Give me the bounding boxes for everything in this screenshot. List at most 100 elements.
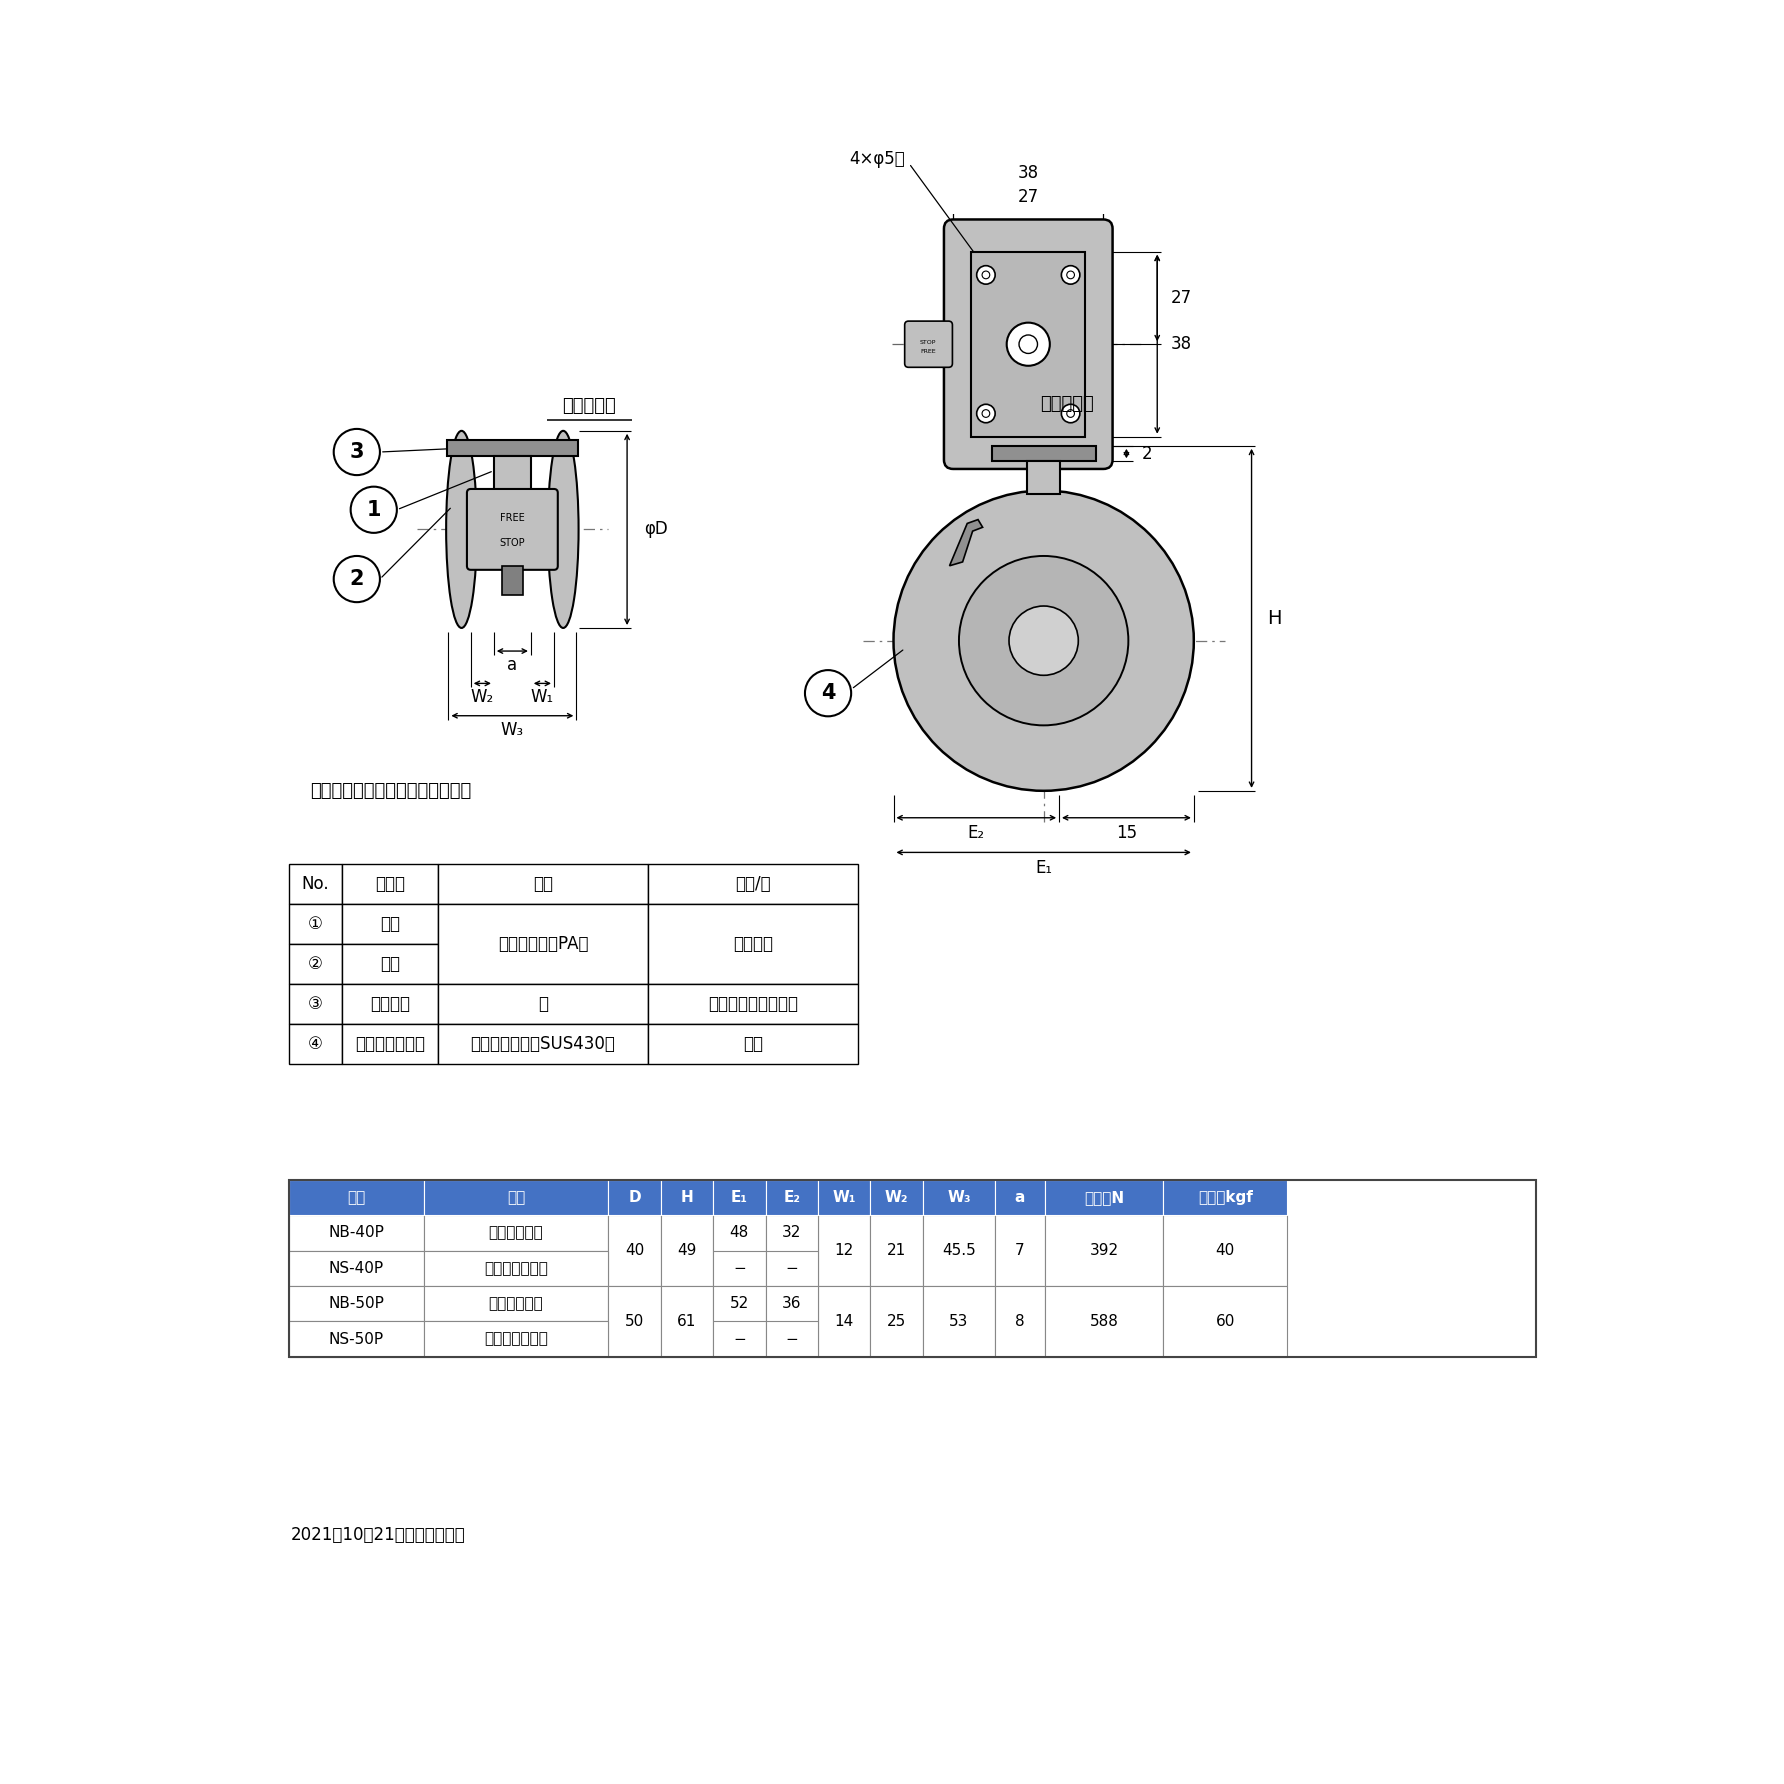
Bar: [648, 1024, 858, 1065]
Text: ③: ③: [309, 995, 323, 1013]
Text: E₂: E₂: [783, 1190, 801, 1204]
Text: 27: 27: [1017, 187, 1038, 207]
Bar: [995, 1179, 1045, 1215]
Text: 40: 40: [1215, 1243, 1235, 1258]
Text: E₁: E₁: [1035, 858, 1053, 876]
Text: 38: 38: [1170, 335, 1192, 353]
Bar: [448, 441, 578, 457]
Bar: [289, 1251, 425, 1286]
Bar: [343, 1024, 437, 1065]
Text: NS-40P: NS-40P: [328, 1261, 384, 1276]
Text: −: −: [785, 1261, 797, 1276]
Bar: [289, 1322, 425, 1358]
Text: 素地: 素地: [744, 1035, 764, 1053]
Text: 32: 32: [781, 1226, 801, 1240]
Text: ①: ①: [309, 915, 323, 933]
Text: 8: 8: [1015, 1313, 1024, 1329]
Bar: [871, 1286, 922, 1358]
Text: 38: 38: [1017, 164, 1038, 182]
Circle shape: [1067, 410, 1074, 417]
Bar: [648, 904, 858, 985]
Text: 仕上/色: 仕上/色: [735, 874, 771, 894]
Bar: [289, 904, 343, 944]
Bar: [992, 446, 1095, 462]
Bar: [437, 863, 648, 904]
Circle shape: [976, 266, 995, 284]
Circle shape: [351, 487, 396, 533]
Ellipse shape: [446, 430, 476, 628]
Bar: [995, 1215, 1045, 1286]
Text: 2: 2: [350, 569, 364, 589]
Text: a: a: [1015, 1190, 1026, 1204]
Bar: [817, 1286, 871, 1358]
Bar: [765, 1215, 817, 1286]
Bar: [1045, 1215, 1163, 1286]
Text: ロック機構なし: ロック機構なし: [483, 1261, 548, 1276]
Text: 53: 53: [949, 1313, 969, 1329]
Bar: [289, 863, 343, 904]
Bar: [343, 985, 437, 1024]
Circle shape: [981, 410, 990, 417]
Text: ホイルキャップ: ホイルキャップ: [355, 1035, 425, 1053]
Text: φD: φD: [644, 521, 667, 539]
Text: ステンレス鉱（SUS430）: ステンレス鉱（SUS430）: [471, 1035, 615, 1053]
Text: ロック状態: ロック状態: [1040, 396, 1094, 414]
Bar: [1045, 1179, 1163, 1215]
Bar: [660, 1179, 714, 1215]
Bar: [714, 1215, 765, 1286]
Bar: [425, 1286, 608, 1322]
Bar: [648, 863, 858, 904]
Text: 588: 588: [1090, 1313, 1119, 1329]
Text: 60: 60: [1215, 1313, 1235, 1329]
Text: STOP: STOP: [500, 537, 524, 548]
Text: E₁: E₁: [731, 1190, 747, 1204]
Text: 鉱: 鉱: [539, 995, 548, 1013]
Text: 耐荷重kgf: 耐荷重kgf: [1197, 1190, 1252, 1204]
Text: No.: No.: [301, 874, 330, 894]
Bar: [871, 1215, 922, 1286]
Bar: [1163, 1215, 1286, 1286]
Bar: [608, 1286, 660, 1358]
Bar: [289, 1215, 425, 1251]
Text: W₃: W₃: [947, 1190, 970, 1204]
Text: 仕様: 仕様: [507, 1190, 524, 1204]
Text: ②: ②: [309, 954, 323, 972]
Text: 2: 2: [1142, 444, 1152, 462]
Bar: [1045, 1286, 1163, 1358]
Text: 7: 7: [1015, 1243, 1024, 1258]
Bar: [922, 1179, 995, 1215]
Text: ロック機構付: ロック機構付: [489, 1297, 544, 1311]
Text: 車輪: 車輪: [380, 954, 400, 972]
Bar: [425, 1179, 608, 1215]
Bar: [608, 1179, 660, 1215]
Text: 12: 12: [835, 1243, 855, 1258]
Text: 25: 25: [887, 1313, 906, 1329]
Bar: [922, 1215, 995, 1286]
Circle shape: [1010, 607, 1078, 676]
Circle shape: [976, 405, 995, 423]
Bar: [871, 1179, 922, 1215]
Text: ④: ④: [309, 1035, 323, 1053]
Circle shape: [334, 557, 380, 603]
FancyBboxPatch shape: [467, 489, 558, 569]
Text: FREE: FREE: [500, 514, 524, 523]
Text: 392: 392: [1090, 1243, 1119, 1258]
Bar: [343, 944, 437, 985]
FancyBboxPatch shape: [904, 321, 953, 368]
Text: −: −: [785, 1331, 797, 1347]
Text: W₁: W₁: [833, 1190, 856, 1204]
Text: 本図はロック機構付を示します。: 本図はロック機構付を示します。: [310, 781, 473, 799]
Bar: [494, 457, 532, 492]
Circle shape: [1019, 335, 1038, 353]
Bar: [660, 1286, 714, 1358]
Circle shape: [981, 271, 990, 278]
Circle shape: [805, 671, 851, 717]
Text: NB-50P: NB-50P: [328, 1297, 384, 1311]
Bar: [1163, 1179, 1286, 1215]
Text: 49: 49: [678, 1243, 698, 1258]
Text: 4×φ5穴: 4×φ5穴: [849, 150, 904, 168]
Text: 1: 1: [366, 500, 382, 519]
Bar: [765, 1286, 817, 1358]
Text: 14: 14: [835, 1313, 855, 1329]
Bar: [289, 944, 343, 985]
